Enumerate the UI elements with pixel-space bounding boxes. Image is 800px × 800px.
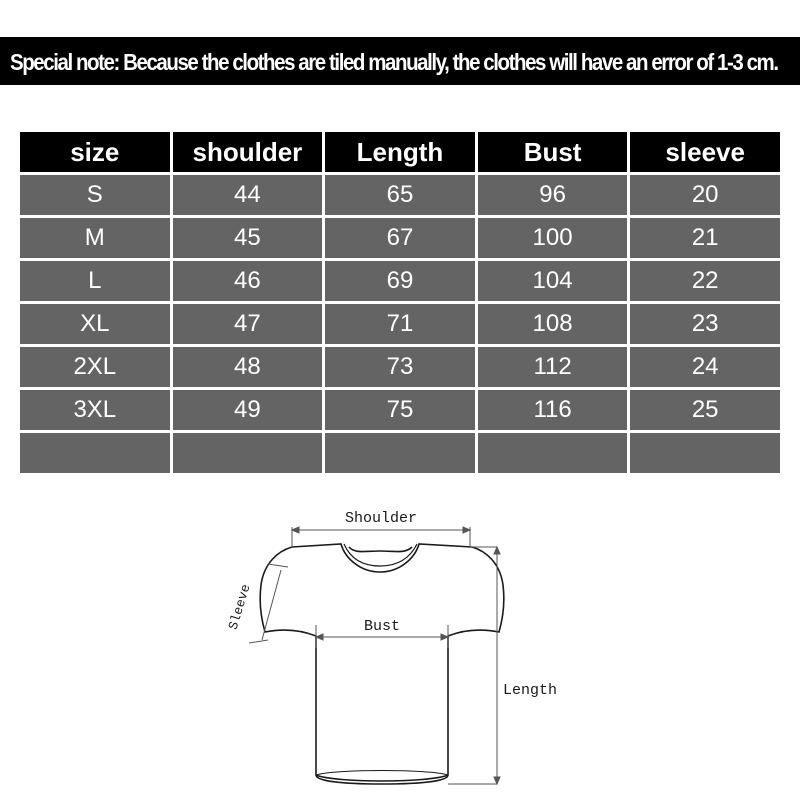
svg-text:Shoulder: Shoulder (345, 510, 417, 527)
svg-text:Length: Length (503, 682, 557, 699)
svg-text:Sleeve: Sleeve (226, 582, 254, 631)
svg-text:Bust: Bust (364, 618, 400, 635)
